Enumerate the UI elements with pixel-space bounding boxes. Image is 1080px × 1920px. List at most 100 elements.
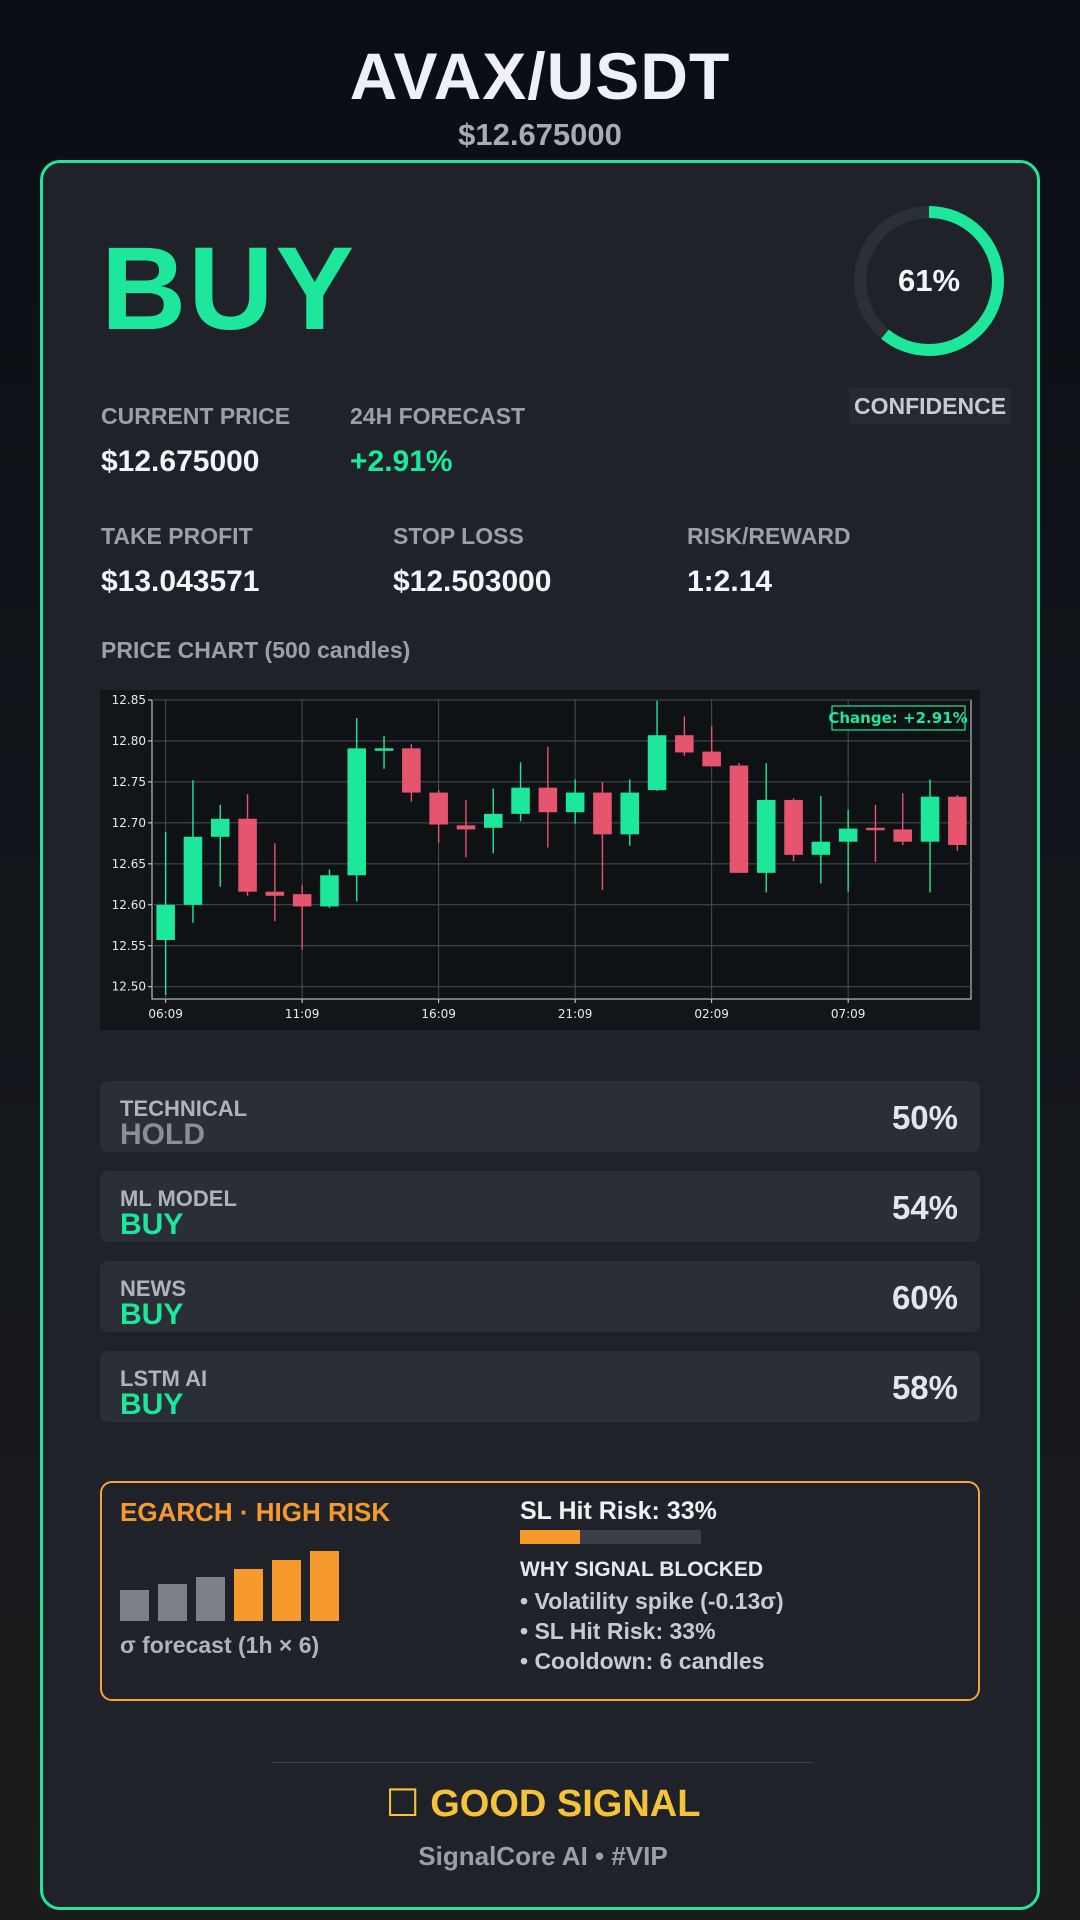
score-row-news: NEWS BUY 60% [100, 1261, 980, 1332]
score-row-ml-model: ML MODEL BUY 54% [100, 1171, 980, 1242]
candle-body [565, 792, 585, 813]
candle-body [893, 829, 913, 842]
take-profit-value: $13.043571 [101, 565, 260, 598]
candle-body [811, 841, 831, 855]
brand-tag: SignalCore AI • #VIP [418, 1841, 668, 1871]
confidence-label: CONFIDENCE [849, 388, 1011, 424]
sigma-bar [272, 1560, 301, 1621]
price-chart-svg: 12.50 12.55 12.60 12.65 12.70 12.75 12.80 12.85… [112, 693, 972, 1021]
risk-reward-label: RISK/REWARD [687, 523, 851, 549]
candle-body [265, 891, 285, 896]
change-annotation-box [831, 705, 966, 731]
candle-body [429, 792, 448, 825]
x-tick-label: 11:09 [285, 1007, 320, 1021]
sigma-bar [234, 1568, 263, 1621]
score-pct: 54% [891, 1189, 958, 1226]
confidence-ring-arc [854, 206, 1004, 356]
y-tick-label: 12.55 [112, 939, 146, 953]
sigma-bar [120, 1590, 149, 1621]
candle-body [647, 735, 667, 791]
score-name: ML MODEL [120, 1186, 237, 1211]
score-pct: 58% [891, 1369, 958, 1406]
sigma-bar [310, 1550, 339, 1621]
x-tick-label: 06:09 [148, 1007, 183, 1021]
candle-body [729, 765, 749, 873]
score-verdict: BUY [120, 1298, 184, 1331]
y-tick-label: 12.50 [112, 980, 146, 994]
change-annotation: Change: +2.91% [828, 709, 967, 727]
why-blocked-item: • Cooldown: 6 candles [520, 1648, 765, 1674]
x-tick-label: 16:09 [421, 1007, 456, 1021]
candle-body [374, 748, 394, 751]
confidence-value: 61% [897, 263, 961, 298]
candle-body [948, 796, 967, 845]
candle-body [511, 787, 530, 814]
sigma-bar [196, 1577, 225, 1621]
y-tick-label: 12.80 [112, 734, 146, 748]
risk-title: EGARCH · HIGH RISK [120, 1497, 391, 1527]
candle-body [838, 828, 858, 842]
score-pct: 50% [891, 1099, 958, 1136]
good-signal-text: GOOD SIGNAL [430, 1783, 701, 1825]
candle-body [456, 825, 476, 830]
good-signal-banner: ☐ GOOD SIGNAL [43, 1781, 1043, 1826]
y-tick-label: 12.70 [112, 816, 146, 830]
risk-panel: EGARCH · HIGH RISK σ forecast (1h × 6) S… [100, 1481, 980, 1701]
candle-body [347, 748, 367, 876]
candle-body [756, 799, 776, 873]
score-name: LSTM AI [120, 1366, 208, 1391]
score-name: NEWS [120, 1276, 186, 1301]
current-price-label: CURRENT PRICE [101, 403, 291, 429]
footer-divider [271, 1762, 813, 1763]
sigma-caption: σ forecast (1h × 6) [120, 1632, 320, 1658]
signal-card: BUY 61% CONFIDENCE CURRENT PRICE $12.675… [40, 160, 1040, 1910]
y-tick-label: 12.60 [112, 898, 146, 912]
why-blocked-title: WHY SIGNAL BLOCKED [520, 1558, 764, 1581]
candle-body [866, 827, 885, 831]
pair-title: AVAX/USDT [349, 39, 731, 113]
current-price-value: $12.675000 [101, 445, 260, 478]
candle-body [483, 813, 503, 828]
score-verdict: BUY [120, 1208, 184, 1241]
why-blocked-item: • Volatility spike (-0.13σ) [520, 1588, 784, 1614]
candle-body [292, 894, 312, 907]
candle-body [210, 818, 230, 837]
sl-hit-risk-fill [520, 1530, 580, 1544]
price-chart: 12.50 12.55 12.60 12.65 12.70 12.75 12.80 12.85… [100, 690, 980, 1030]
candle-body [238, 818, 257, 892]
take-profit-label: TAKE PROFIT [101, 523, 253, 549]
confidence-ring: 61% [851, 203, 1007, 359]
why-blocked-item: • SL Hit Risk: 33% [520, 1618, 716, 1644]
plot-area [151, 699, 972, 1000]
candle-body [156, 904, 175, 941]
candle-body [538, 787, 558, 813]
score-row-technical: TECHNICAL HOLD 50% [100, 1081, 980, 1152]
sl-hit-risk-bar [520, 1530, 701, 1544]
candle-body [593, 792, 612, 835]
candle-body [675, 735, 694, 753]
forecast-label: 24H FORECAST [350, 403, 526, 429]
signal-action: BUY [101, 223, 357, 355]
x-tick-label: 02:09 [694, 1007, 729, 1021]
forecast-value: +2.91% [350, 445, 453, 478]
risk-reward-value: 1:2.14 [687, 565, 773, 598]
candle-body [402, 748, 421, 793]
good-signal-icon: ☐ [385, 1783, 420, 1825]
pair-price: $12.675000 [458, 117, 622, 152]
x-tick-label: 21:09 [558, 1007, 593, 1021]
candle-body [920, 796, 940, 842]
y-tick-label: 12.85 [112, 693, 146, 707]
score-verdict: HOLD [120, 1118, 205, 1151]
y-tick-label: 12.65 [112, 857, 146, 871]
score-pct: 60% [891, 1279, 958, 1316]
score-name: TECHNICAL [120, 1096, 248, 1121]
score-row-lstm-ai: LSTM AI BUY 58% [100, 1351, 980, 1422]
candle-body [702, 751, 721, 767]
y-tick-label: 12.75 [112, 775, 146, 789]
x-tick-label: 07:09 [831, 1007, 866, 1021]
stop-loss-label: STOP LOSS [393, 523, 524, 549]
candle-body [320, 875, 339, 907]
sl-hit-risk-title: SL Hit Risk: 33% [520, 1497, 717, 1525]
candle-body [620, 792, 640, 835]
sigma-bar [158, 1584, 187, 1621]
